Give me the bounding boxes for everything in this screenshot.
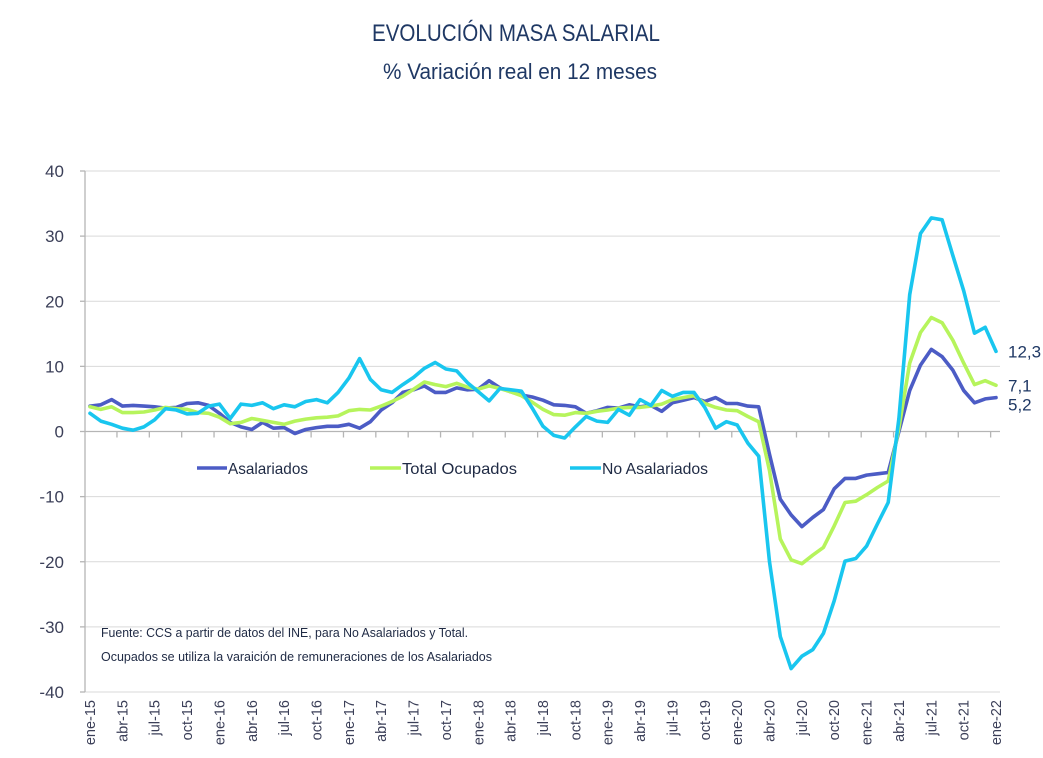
x-tick-label: abr-16 xyxy=(245,700,261,742)
legend-label-no-asalariados: No Asalariados xyxy=(602,461,708,478)
x-tick-label: jul-21 xyxy=(924,700,940,736)
x-tick-label: abr-19 xyxy=(633,700,649,742)
x-tick-label: oct-20 xyxy=(827,700,843,740)
y-axis-tick-labels: 40 30 20 10 0 -10 -20 -30 -40 xyxy=(39,162,64,702)
y-tick-label: 10 xyxy=(45,357,64,376)
x-tick-label: oct-16 xyxy=(310,700,326,740)
x-tick-label: oct-15 xyxy=(180,700,196,740)
legend-item-asalariados: Asalariados xyxy=(197,461,308,478)
y-tick-label: -20 xyxy=(39,553,64,572)
x-tick-label: abr-20 xyxy=(763,700,779,742)
x-tick-label: ene-19 xyxy=(601,700,617,745)
end-label-total-ocupados: 7,1 xyxy=(1008,376,1032,395)
x-tick-label: oct-17 xyxy=(439,700,455,740)
x-tick-label: jul-19 xyxy=(665,700,681,736)
y-tick-label: -30 xyxy=(39,618,64,637)
x-tick-label: abr-17 xyxy=(374,700,390,742)
x-tick-label: ene-15 xyxy=(83,700,99,745)
y-tick-label: 0 xyxy=(55,423,64,442)
source-note: Fuente: CCS a partir de datos del INE, p… xyxy=(101,626,492,664)
y-tick-label: 40 xyxy=(45,162,64,181)
chart-title: EVOLUCIÓN MASA SALARIAL xyxy=(372,20,660,47)
end-label-no-asalariados: 12,3 xyxy=(1008,342,1041,361)
chart-subtitle: % Variación real en 12 meses xyxy=(383,59,657,84)
x-tick-label: jul-20 xyxy=(795,700,811,736)
legend-item-total-ocupados: Total Ocupados xyxy=(370,461,517,478)
legend-label-total-ocupados: Total Ocupados xyxy=(402,461,517,478)
x-tick-label: ene-22 xyxy=(989,700,1005,745)
x-tick-label: jul-16 xyxy=(277,700,293,736)
x-tick-label: ene-18 xyxy=(471,700,487,745)
end-value-labels: 12,3 7,15,2 xyxy=(1008,342,1041,414)
legend-label-asalariados: Asalariados xyxy=(228,461,308,478)
x-tick-label: ene-21 xyxy=(860,700,876,745)
legend-item-no-asalariados: No Asalariados xyxy=(570,461,708,478)
x-tick-label: oct-18 xyxy=(568,700,584,740)
source-note-line-2: Ocupados se utiliza la varaición de remu… xyxy=(101,650,492,664)
x-axis-tick-labels: ene-15 abr-15 jul-15 oct-15 ene-16 abr-16 jul-… xyxy=(83,700,1005,745)
x-tick-label: ene-16 xyxy=(212,700,228,745)
x-tick-label: abr-15 xyxy=(115,700,131,742)
legend: Asalariados Total Ocupados No Asalariado… xyxy=(197,461,708,478)
end-label-asalariados: 5,2 xyxy=(1008,395,1032,414)
y-tick-label: -40 xyxy=(39,683,64,702)
y-tick-label: -10 xyxy=(39,488,64,507)
series-line-no-asalariados xyxy=(88,216,998,671)
axes xyxy=(80,170,1000,693)
y-tick-label: 30 xyxy=(45,227,64,246)
x-tick-label: abr-21 xyxy=(892,700,908,742)
x-tick-label: jul-18 xyxy=(536,700,552,736)
series-line-asalariados xyxy=(88,347,998,529)
x-tick-label: oct-21 xyxy=(957,700,973,740)
source-note-line-1: Fuente: CCS a partir de datos del INE, p… xyxy=(101,626,468,640)
x-tick-label: jul-17 xyxy=(407,700,423,736)
series-line-total-ocupados xyxy=(88,315,998,566)
y-tick-label: 20 xyxy=(45,292,64,311)
gridlines xyxy=(85,170,1000,693)
x-tick-label: abr-18 xyxy=(504,700,520,742)
x-tick-label: ene-17 xyxy=(342,700,358,745)
x-tick-label: ene-20 xyxy=(730,700,746,745)
x-tick-label: jul-15 xyxy=(148,700,164,736)
series-lines xyxy=(88,216,998,671)
x-tick-label: oct-19 xyxy=(698,700,714,740)
